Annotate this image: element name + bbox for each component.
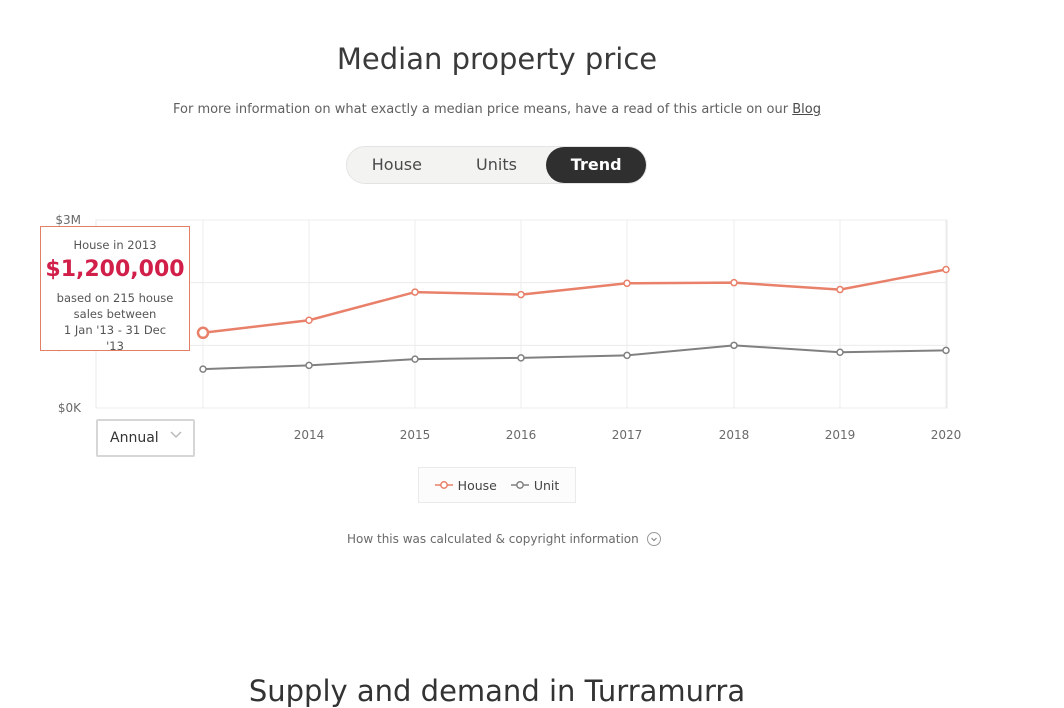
house-data-point [411, 288, 419, 296]
tab-house[interactable]: House [371, 155, 422, 174]
unit-data-point [942, 346, 950, 355]
unit-data-point [199, 365, 207, 373]
tooltip-header: House in 2013 [73, 238, 157, 252]
house-data-point [730, 278, 738, 287]
house-data-point [517, 290, 525, 299]
page-title: Median property price [336, 42, 658, 76]
unit-data-point [836, 348, 844, 356]
house-data-point [196, 326, 210, 340]
x-tick-label: 2016 [506, 428, 537, 442]
x-tick-label: 2019 [825, 428, 856, 442]
legend-item-house[interactable]: House [434, 477, 497, 493]
chevron-down-icon [646, 532, 661, 546]
house-data-point [623, 279, 631, 288]
unit-data-point [730, 341, 738, 350]
tooltip-description: based on 215 house sales between 1 Jan '… [55, 290, 175, 354]
house-data-point [305, 316, 313, 325]
chart-tooltip: House in 2013 $1,200,000 based on 215 ho… [40, 226, 190, 354]
unit-data-point [305, 361, 313, 370]
house-data-point [836, 285, 844, 294]
tab-trend[interactable]: Trend [546, 147, 647, 183]
x-tick-label: 2015 [400, 428, 431, 442]
x-tick-label: 2014 [294, 428, 325, 442]
tooltip-desc-line: 1 Jan '13 - 31 Dec '13 [63, 323, 167, 353]
legend-label-unit: Unit [533, 477, 560, 493]
unit-data-point [623, 351, 631, 360]
house-series-icon [434, 481, 453, 489]
x-tick-label: 2017 [612, 428, 643, 442]
chevron-down-icon [170, 431, 182, 438]
chart-legend: House Unit [418, 467, 576, 503]
page-subtitle: For more information on what exactly a m… [0, 102, 994, 117]
period-select[interactable]: Annual [96, 419, 195, 457]
tooltip-desc-line: based on 215 house [56, 291, 174, 305]
blog-link[interactable]: Blog [792, 102, 821, 117]
y-tick-label: $0K [58, 401, 82, 415]
house-data-point [942, 265, 950, 274]
legend-label-house: House [457, 477, 497, 493]
unit-data-point [517, 354, 525, 362]
period-select-value: Annual [110, 430, 159, 446]
tooltip-desc-line: sales between [73, 307, 157, 321]
property-type-toggle: House Units Trend [346, 146, 647, 184]
legend-item-unit[interactable]: Unit [510, 477, 560, 493]
supply-demand-heading: Supply and demand in Turramurra [248, 674, 746, 708]
subtitle-text: For more information on what exactly a m… [173, 102, 789, 117]
unit-series-icon [510, 481, 529, 489]
unit-data-point [411, 355, 419, 363]
calculation-info-toggle[interactable]: How this was calculated & copyright info… [347, 532, 661, 546]
x-tick-label: 2018 [719, 428, 750, 442]
tab-units[interactable]: Units [476, 155, 517, 174]
tooltip-value: $1,200,000 [45, 257, 185, 282]
unit-series-line [202, 344, 947, 371]
x-tick-label: 2020 [931, 428, 962, 442]
house-series-line [202, 268, 947, 335]
calculation-info-label: How this was calculated & copyright info… [347, 532, 639, 546]
y-tick-label: $3M [55, 213, 81, 227]
